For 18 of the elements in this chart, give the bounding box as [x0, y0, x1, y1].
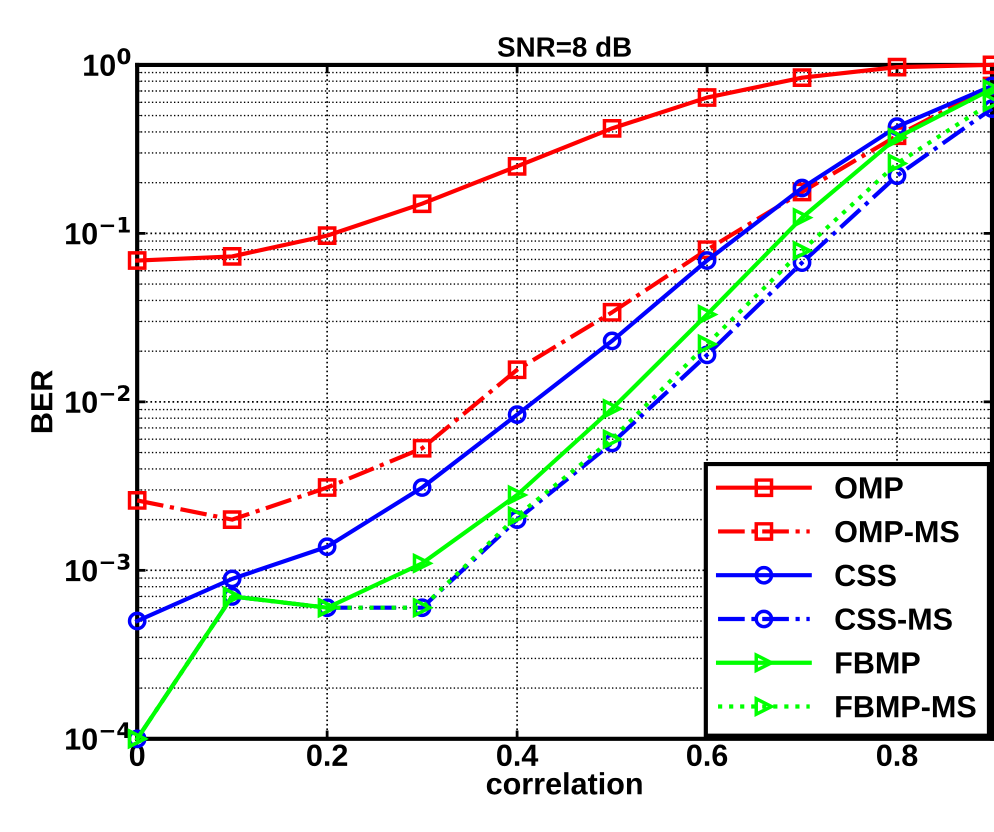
y-axis-title: BER [31, 370, 52, 432]
chart-title: SNR=8 dB [498, 36, 631, 57]
legend-label: FBMP-MS [836, 696, 976, 718]
legend-label: OMP-MS [835, 520, 959, 542]
y-tick-label: 10$^{−4}$ [66, 722, 130, 750]
legend-label: CSS-MS [835, 608, 952, 630]
x-axis-title: correlation [486, 772, 642, 795]
x-tick-label: 0.2 [307, 744, 348, 766]
x-tick-label: 0.8 [877, 744, 918, 766]
y-tick-label: 10$^{−3}$ [66, 554, 130, 582]
x-tick-label: 0.6 [687, 744, 728, 766]
y-tick-label: 10$^{−2}$ [66, 385, 130, 413]
y-tick-label: 10$^{−1}$ [66, 216, 130, 245]
legend-label: FBMP [836, 652, 920, 674]
y-tick-label: 10$^{0}$ [84, 48, 130, 76]
legend-label: OMP [835, 477, 903, 499]
legend-label: CSS [835, 564, 896, 586]
x-tick-label: 0.4 [497, 744, 538, 766]
